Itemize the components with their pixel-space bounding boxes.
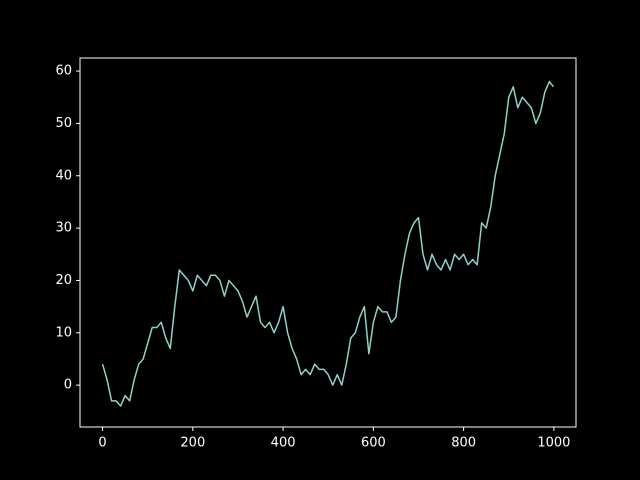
x-tick-label: 1000	[537, 436, 570, 451]
plot-frame	[79, 57, 577, 428]
x-tick-label: 200	[180, 436, 205, 451]
y-tick-label: 60	[55, 64, 72, 79]
x-tick-label: 600	[361, 436, 386, 451]
x-tick-label: 0	[98, 436, 106, 451]
x-tick-label: 800	[451, 436, 476, 451]
y-tick-label: 50	[55, 116, 72, 131]
y-tick-label: 40	[55, 168, 72, 183]
y-tick-label: 30	[55, 221, 72, 236]
x-tick-label: 400	[271, 436, 296, 451]
y-tick-label: 20	[55, 273, 72, 288]
y-tick-label: 0	[64, 378, 72, 393]
data-line	[101, 80, 555, 407]
y-tick-label: 10	[55, 325, 72, 340]
